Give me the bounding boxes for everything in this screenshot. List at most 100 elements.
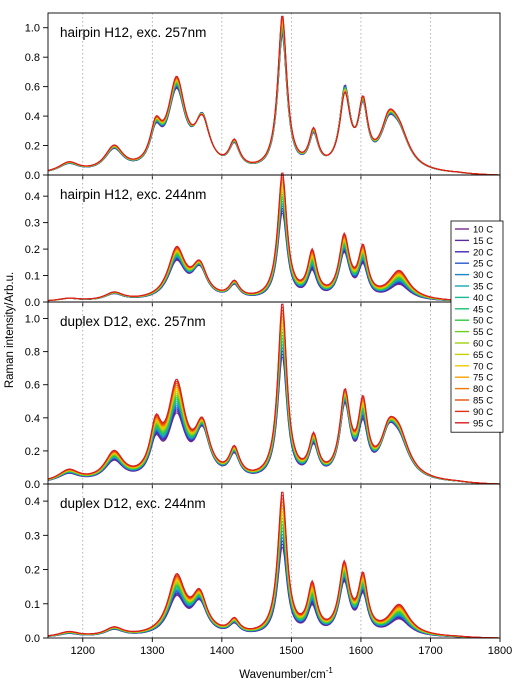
series-line-95-C [47,303,501,485]
series-line-65-C [47,23,500,176]
y-tick-label: 0.4 [25,111,40,123]
series-line-85-C [47,498,500,639]
series-line-40-C [47,29,500,176]
legend-label: 65 C [473,350,493,361]
temperature-legend: 10 C15 C20 C25 C30 C35 C40 C45 C50 C55 C… [450,220,504,433]
panel-2: 0.0 0.1 0.2 0.3 0.4 hairpin H12, exc. 244nm [25,172,501,309]
legend-label: 90 C [473,407,493,418]
y-tick-label: 0.4 [25,413,40,425]
series-line-65-C [47,186,500,303]
legend-label: 45 C [473,304,493,315]
legend-label: 30 C [473,270,493,281]
series-line-55-C [48,191,500,303]
series-line-20-C [47,33,500,176]
series-line-45-C [47,524,500,639]
legend-label: 55 C [473,327,493,338]
panel-title: hairpin H12, exc. 257nm [60,25,206,40]
series-line-25-C [47,32,500,176]
y-tick-label: 0.8 [25,52,40,64]
x-tick-label: 1600 [349,645,373,657]
x-tick-label: 1200 [71,645,95,657]
series-line-25-C [47,205,500,303]
series-line-50-C [47,331,500,485]
series-line-20-C [47,208,500,303]
series-line-20-C [47,350,500,485]
series-line-80-C [47,501,500,639]
panel-title: duplex D12, exc. 257nm [60,314,206,329]
x-axis-label: Wavenumber/cm-1 [239,666,333,681]
y-tick-label: 0.2 [25,141,40,153]
series-line-35-C [47,530,500,639]
series-line-50-C [47,520,500,639]
x-tick-label: 1400 [210,645,234,657]
series-line-35-C [47,30,500,176]
series-line-70-C [47,184,500,303]
y-tick-label: 0.2 [25,565,40,577]
legend-label: 35 C [473,282,493,293]
series-line-30-C [47,31,500,176]
series-line-40-C [47,198,500,303]
series-line-60-C [47,188,500,303]
y-tick-label: 1.0 [25,23,40,35]
x-tick-label: 1700 [418,645,442,657]
series-line-35-C [47,200,500,303]
y-tick-label: 0.0 [25,633,40,645]
series-line-95-C [47,15,500,176]
series-line-95-C [47,172,500,303]
series-line-45-C [47,27,500,176]
y-tick-label: 0.3 [25,218,40,230]
series-line-60-C [47,24,500,176]
y-tick-label: 0.0 [25,479,40,491]
series-line-75-C [47,20,500,176]
legend-label: 75 C [473,373,493,384]
series-line-85-C [47,18,500,176]
y-tick-label: 0.0 [25,170,40,182]
series-line-55-C [47,517,500,639]
series-line-45-C [47,334,500,485]
y-tick-label: 0.6 [25,380,40,392]
series-line-40-C [47,338,500,485]
series-line-60-C [47,514,500,639]
legend-label: 60 C [473,339,493,350]
legend-label: 85 C [473,396,493,407]
series-line-35-C [47,341,500,485]
y-tick-label: 0.3 [25,530,40,542]
series-line-75-C [47,504,500,639]
legend-label: 80 C [473,384,493,395]
y-tick-label: 0.1 [25,271,40,283]
y-tick-label: 0.4 [25,191,40,203]
series-line-50-C [47,193,500,303]
legend-label: 70 C [473,361,493,372]
y-tick-label: 0.2 [25,244,40,256]
y-tick-label: 0.8 [25,347,40,359]
series-line-65-C [47,511,500,639]
series-line-30-C [47,203,500,303]
legend-label: 95 C [473,418,493,429]
series-line-40-C [47,527,500,639]
panel-4: 0.0 0.1 0.2 0.3 0.4 1200 1300 1400 1500 1600 1700 1… [25,483,512,657]
series-line-30-C [47,344,500,485]
spectra-panels: 0.0 0.2 0.4 0.6 0.8 1.0 hairpin H12, exc. 257n… [25,12,512,657]
y-tick-label: 0.6 [25,82,40,94]
series-line-10-C [47,36,500,176]
x-tick-label: 1800 [488,645,512,657]
legend-label: 15 C [473,236,493,247]
legend-label: 25 C [473,259,493,270]
y-tick-label: 0.4 [25,496,40,508]
panel-title: hairpin H12, exc. 244nm [60,187,206,202]
x-tick-label: 1500 [279,645,303,657]
panel-1: 0.0 0.2 0.4 0.6 0.8 1.0 hairpin H12, exc. 257n… [25,12,501,182]
panel-frame [47,483,501,639]
series-line-95-C [47,491,500,639]
series-line-50-C [47,26,500,176]
y-tick-label: 0.1 [25,599,40,611]
series-line-25-C [47,347,500,485]
legend-label: 50 C [473,316,493,327]
series-line-90-C [47,494,500,639]
series-line-70-C [47,507,500,639]
y-axis-label: Raman intensity/Arb.u. [4,272,16,388]
legend-box [450,220,504,433]
series-line-80-C [47,19,500,176]
series-line-45-C [47,196,500,303]
